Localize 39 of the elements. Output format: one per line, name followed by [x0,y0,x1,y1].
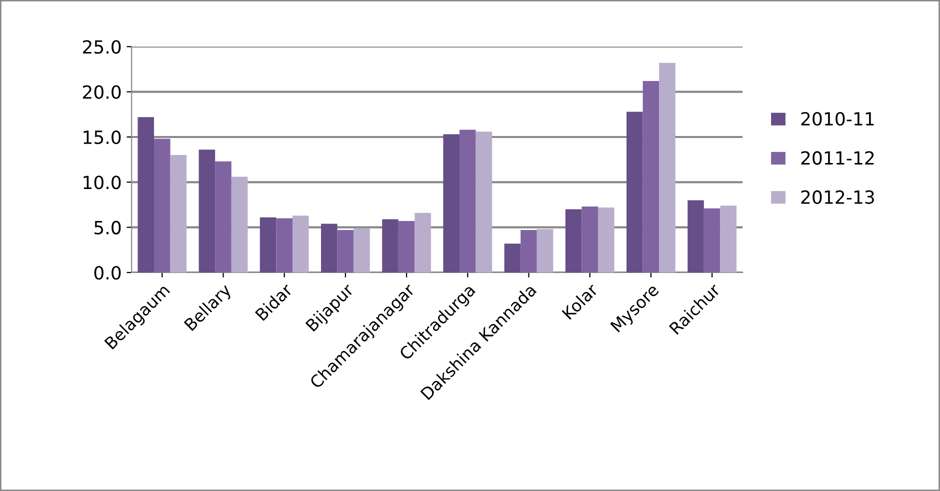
bar [504,244,521,273]
bar [276,218,292,273]
bar [598,207,614,273]
bar [565,209,582,273]
bar [138,117,154,273]
y-tick-label: 20.0 [83,85,121,99]
bar [321,224,338,273]
bar [414,212,431,273]
bar [520,230,537,273]
bar [154,138,170,273]
bar [198,150,216,273]
y-tick-label: 0.0 [94,266,121,280]
legend-label: 2012-13 [801,190,874,204]
bar [460,130,476,273]
legend-label: 2010-11 [801,112,874,126]
bar [476,132,492,273]
bar [170,155,187,273]
bar [337,230,354,273]
bar [659,62,676,273]
bar [688,200,704,273]
legend-label: 2011-12 [801,151,874,165]
y-tick-label: 10.0 [84,176,121,190]
bar [582,206,598,273]
bar [382,219,398,273]
bar [704,208,720,273]
bar [626,112,643,273]
bar [642,80,660,273]
y-tick-label: 15.0 [84,130,121,144]
bar [443,134,460,273]
bar [720,206,736,273]
bar [215,161,232,273]
bar [398,221,415,273]
bar [260,217,276,273]
y-tick-label: 25.0 [83,40,121,54]
y-tick-label: 5.0 [94,220,121,234]
bar [354,228,370,273]
bar [231,176,248,273]
bar [536,229,554,273]
bar [292,216,309,273]
